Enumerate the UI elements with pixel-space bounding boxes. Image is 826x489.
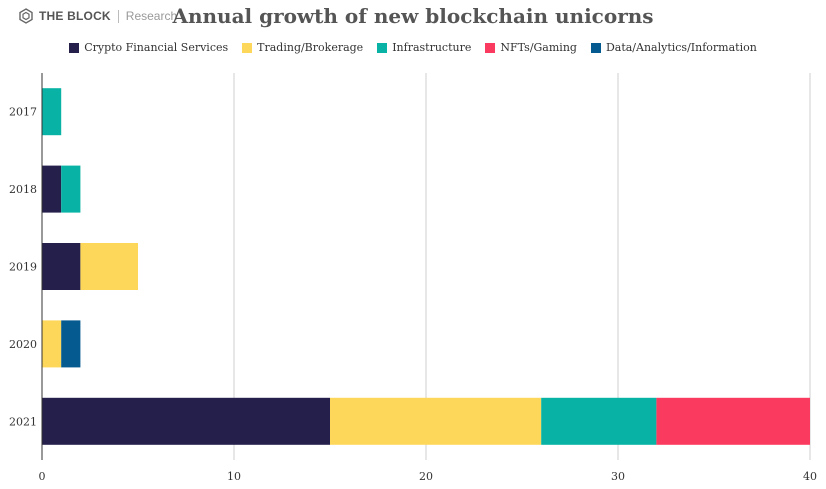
x-tick-label: 10 (227, 470, 241, 483)
legend-swatch (377, 42, 388, 53)
bar-2017-series-2 (42, 88, 62, 136)
y-tick-label: 2017 (9, 106, 37, 119)
bar-2021-series-1 (330, 397, 542, 445)
brand: THE BLOCK Research (18, 8, 177, 24)
legend-item-3: NFTs/Gaming (485, 41, 577, 54)
legend-item-1: Trading/Brokerage (242, 41, 363, 54)
y-tick-label: 2021 (9, 415, 37, 428)
bar-2021-series-2 (541, 397, 657, 445)
legend-item-4: Data/Analytics/Information (590, 41, 757, 54)
legend-item-0: Crypto Financial Services (69, 41, 228, 54)
brand-divider (117, 9, 119, 23)
legend-swatch (242, 42, 253, 53)
bar-2018-series-2 (61, 165, 81, 213)
legend-swatch (69, 42, 80, 53)
brand-subtitle: Research (125, 9, 178, 23)
x-tick-label: 40 (803, 470, 817, 483)
x-tick-label: 0 (39, 470, 46, 483)
x-tick-label: 20 (419, 470, 433, 483)
brand-name: THE BLOCK (39, 9, 111, 23)
chart-legend: Crypto Financial Services Trading/Brokera… (0, 41, 826, 54)
bar-2021-series-3 (656, 397, 810, 445)
legend-label: Data/Analytics/Information (605, 41, 757, 54)
legend-swatch (590, 42, 601, 53)
bar-2019-series-0 (42, 243, 81, 290)
bar-2019-series-1 (80, 243, 138, 290)
bar-2020-series-1 (42, 320, 62, 368)
legend-label: Crypto Financial Services (84, 41, 229, 54)
y-tick-label: 2019 (9, 261, 37, 274)
y-tick-label: 2020 (9, 338, 37, 351)
legend-swatch (485, 42, 496, 53)
x-tick-label: 30 (611, 470, 625, 483)
block-logo-icon (19, 8, 33, 24)
legend-label: NFTs/Gaming (500, 41, 577, 54)
legend-label: Trading/Brokerage (257, 41, 364, 54)
bar-2020-series-4 (61, 320, 81, 368)
legend-label: Infrastructure (392, 41, 472, 54)
bar-2021-series-0 (42, 397, 330, 445)
y-tick-label: 2018 (9, 183, 37, 196)
bar-2018-series-0 (42, 165, 62, 213)
legend-item-2: Infrastructure (377, 41, 471, 54)
chart-title: Annual growth of new blockchain unicorns (172, 4, 654, 28)
